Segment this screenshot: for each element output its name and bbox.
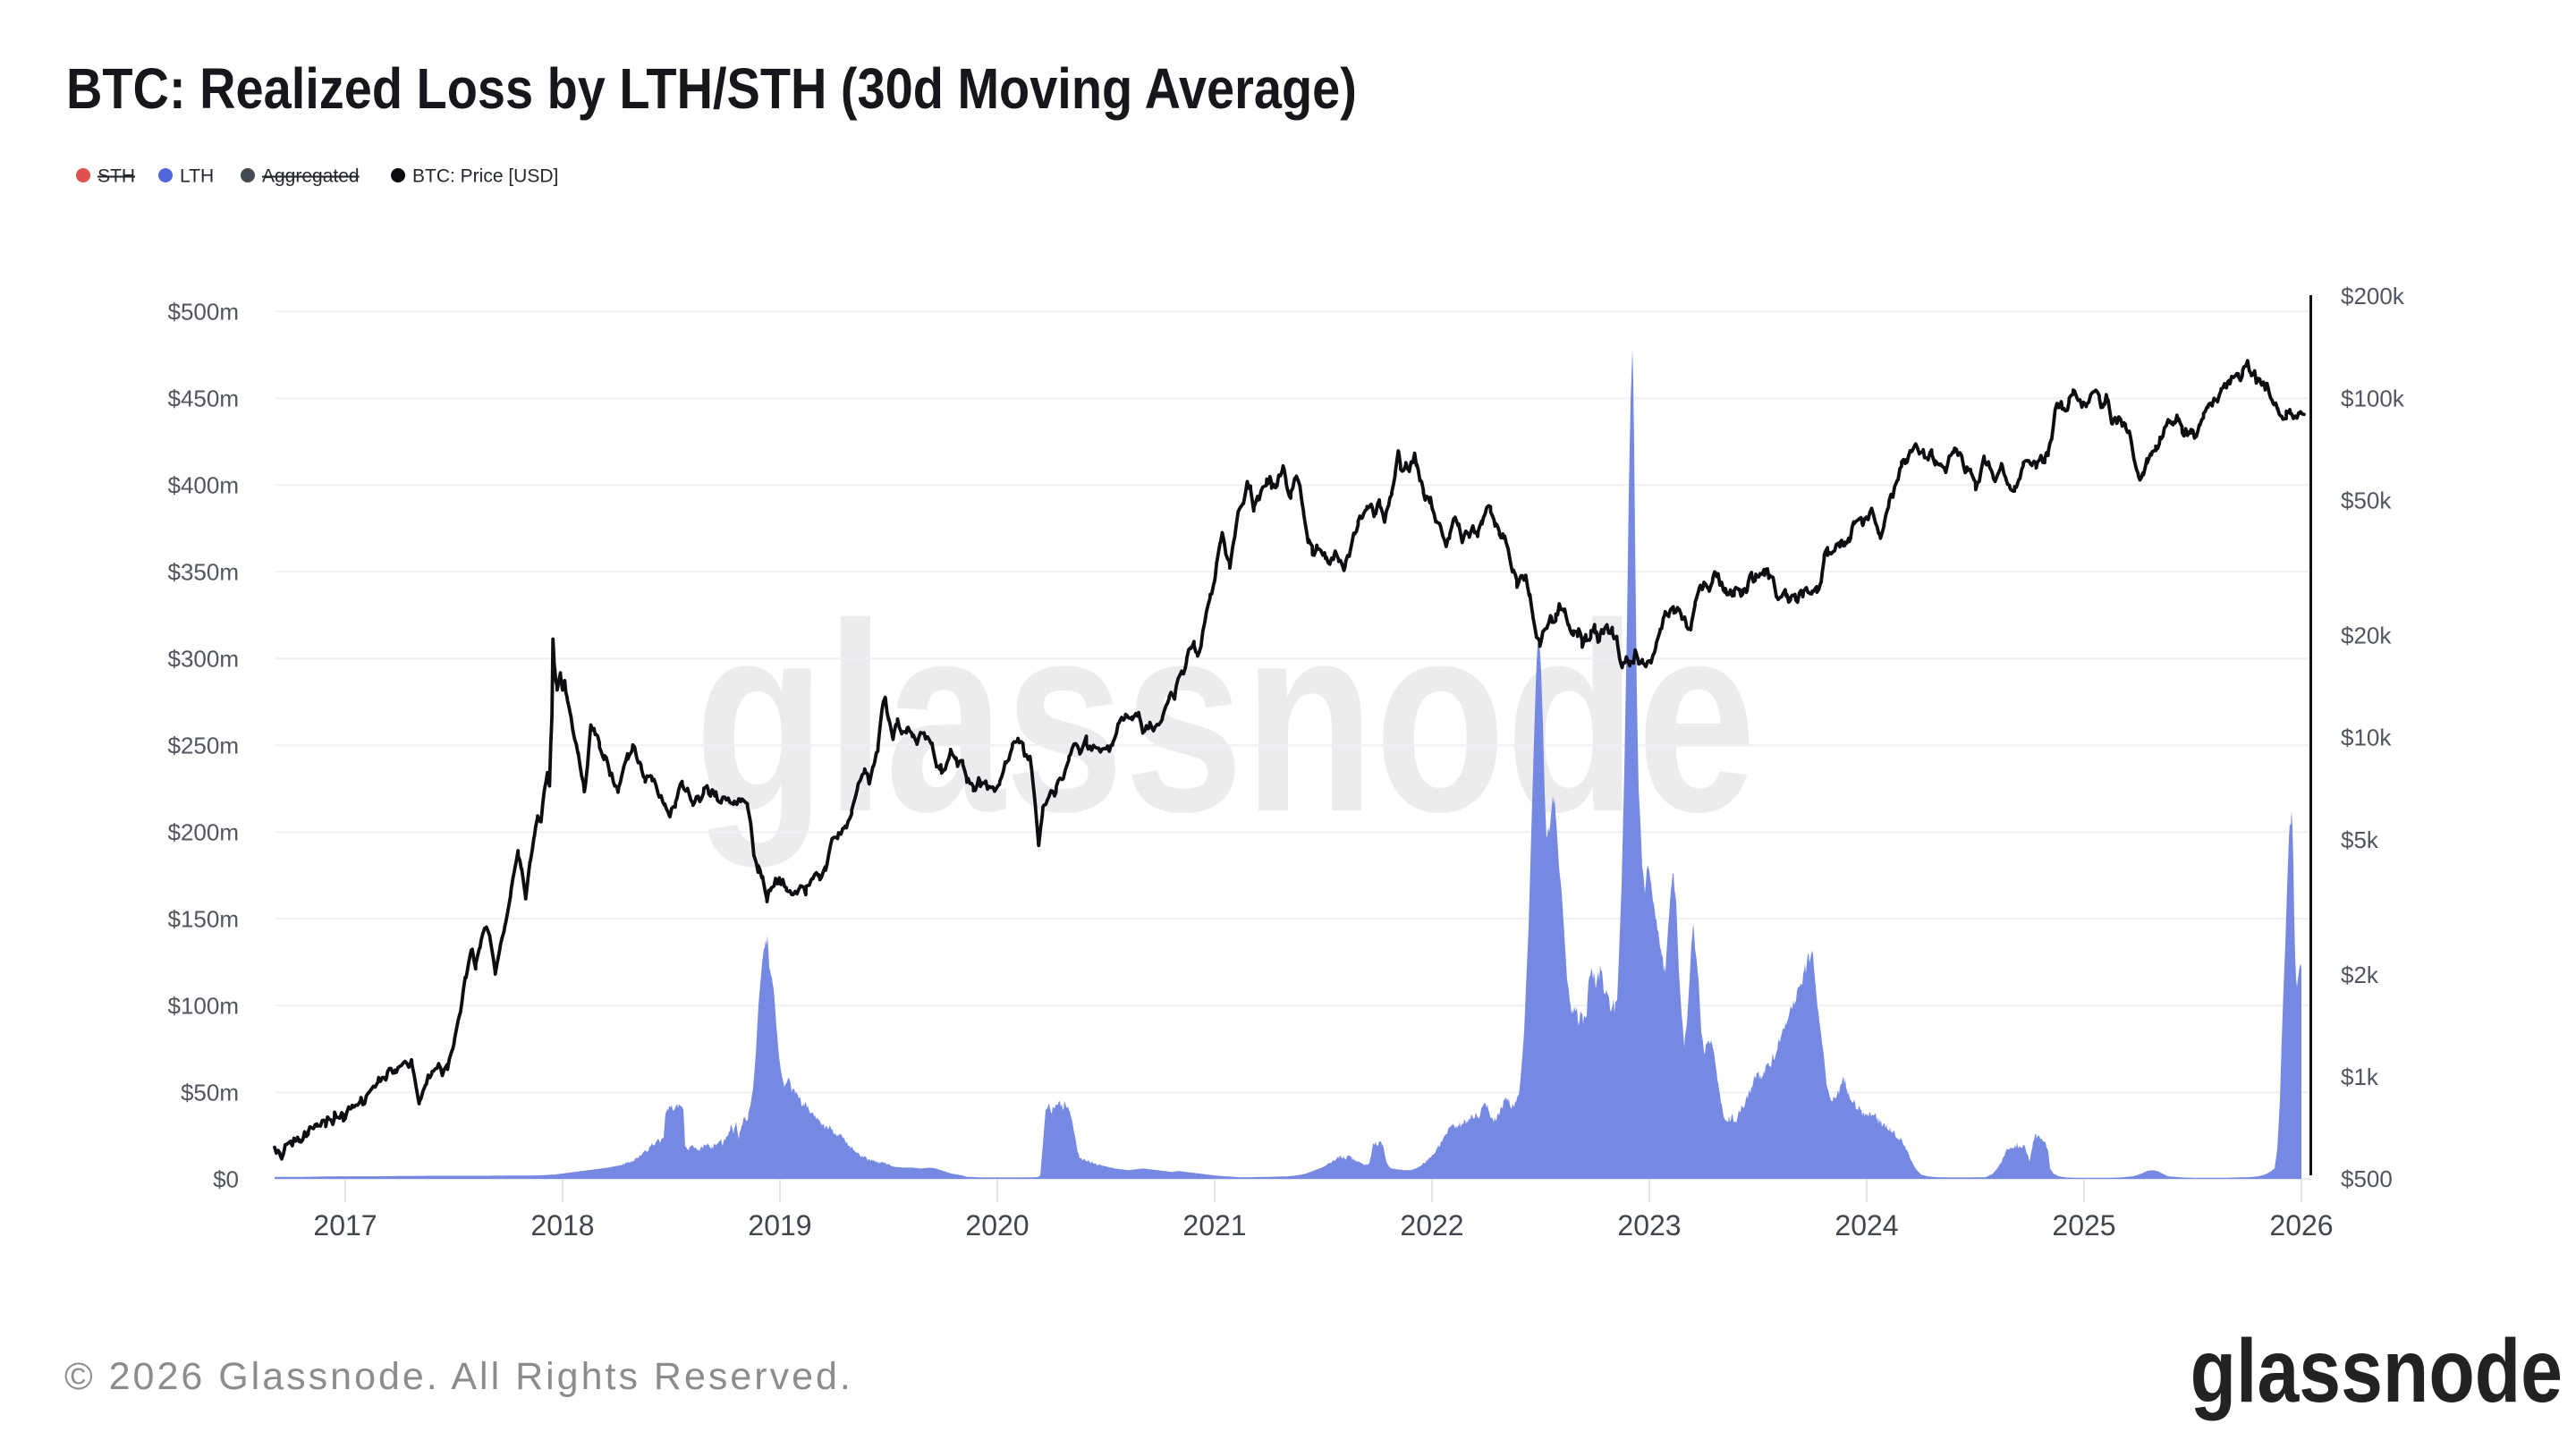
svg-text:$10k: $10k (2341, 724, 2392, 751)
svg-text:$50k: $50k (2341, 487, 2392, 514)
svg-text:$250m: $250m (168, 733, 240, 759)
svg-text:$100k: $100k (2341, 385, 2405, 411)
svg-text:$1k: $1k (2341, 1063, 2379, 1090)
svg-text:© 2026 Glassnode. All Rights R: © 2026 Glassnode. All Rights Reserved. (64, 1355, 853, 1398)
svg-text:BTC: Realized Loss by LTH/STH: BTC: Realized Loss by LTH/STH (30d Movin… (66, 56, 1357, 120)
svg-text:STH: STH (97, 166, 135, 187)
svg-text:$0: $0 (213, 1166, 239, 1193)
svg-text:$100m: $100m (168, 993, 240, 1020)
svg-text:$5k: $5k (2341, 826, 2379, 853)
svg-text:2019: 2019 (748, 1209, 811, 1241)
svg-text:2018: 2018 (530, 1209, 594, 1241)
svg-text:$300m: $300m (168, 646, 240, 673)
svg-text:$450m: $450m (168, 386, 240, 412)
svg-text:$2k: $2k (2341, 962, 2379, 988)
svg-text:$500: $500 (2341, 1165, 2393, 1192)
svg-text:glassnode: glassnode (695, 567, 1757, 869)
svg-text:$150m: $150m (168, 906, 240, 933)
svg-text:2020: 2020 (965, 1209, 1029, 1241)
svg-text:BTC: Price [USD]: BTC: Price [USD] (412, 166, 558, 187)
svg-text:2022: 2022 (1400, 1209, 1463, 1241)
svg-text:$50m: $50m (181, 1080, 239, 1106)
svg-text:glassnode: glassnode (2190, 1320, 2563, 1421)
svg-text:2025: 2025 (2052, 1209, 2115, 1241)
svg-text:2026: 2026 (2269, 1209, 2333, 1241)
svg-text:$200k: $200k (2341, 283, 2405, 309)
svg-text:Aggregated: Aggregated (262, 166, 360, 187)
svg-text:2021: 2021 (1182, 1209, 1246, 1241)
svg-text:2017: 2017 (313, 1209, 377, 1241)
svg-text:$20k: $20k (2341, 623, 2392, 649)
svg-text:$350m: $350m (168, 559, 240, 586)
svg-text:LTH: LTH (180, 166, 214, 187)
svg-text:$500m: $500m (168, 299, 240, 326)
svg-text:$200m: $200m (168, 819, 240, 846)
svg-text:$400m: $400m (168, 472, 240, 499)
svg-text:2024: 2024 (1835, 1209, 1898, 1241)
svg-text:2023: 2023 (1617, 1209, 1681, 1241)
